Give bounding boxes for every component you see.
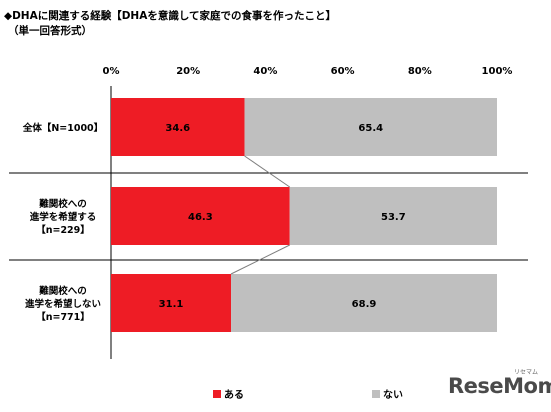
x-tick-label: 20% <box>176 66 200 77</box>
chart-subtitle: （単一回答形式） <box>8 25 92 37</box>
bar-segment <box>111 187 290 245</box>
category-label: 進学を希望する <box>30 211 97 223</box>
legend-swatch <box>372 390 380 398</box>
x-tick-label: 80% <box>408 66 432 77</box>
bar-segment <box>111 98 245 156</box>
chart-title: ◆DHAに関連する経験【DHAを意識して家庭での食事を作ったこと】 <box>4 10 337 22</box>
category-label: 難関校への <box>38 198 87 210</box>
category-label: 進学を希望しない <box>25 298 101 310</box>
x-tick-label: 0% <box>103 66 120 77</box>
data-label: 65.4 <box>358 123 383 134</box>
category-label: 【n=771】 <box>36 311 90 323</box>
legend-swatch <box>213 390 221 398</box>
category-label: 【n=229】 <box>36 224 90 236</box>
data-label: 31.1 <box>159 299 184 310</box>
legend-label: ない <box>383 389 403 401</box>
bar-segment <box>244 98 497 156</box>
x-tick-label: 40% <box>253 66 277 77</box>
data-label: 68.9 <box>352 299 377 310</box>
data-label: 53.7 <box>381 212 406 223</box>
brand-subtext: リセマム <box>514 369 539 376</box>
legend-label: ある <box>224 388 244 401</box>
brand-logo: ReseMom <box>448 374 551 398</box>
series-connector-line <box>230 244 290 275</box>
bar-segment <box>231 274 497 332</box>
data-label: 34.6 <box>165 123 190 134</box>
data-label: 46.3 <box>188 212 213 223</box>
bar-segment <box>289 187 497 245</box>
bar-segment <box>111 274 232 332</box>
series-connector-line <box>244 155 291 188</box>
x-tick-label: 60% <box>331 66 355 77</box>
category-label: 全体【N=1000】 <box>22 122 103 134</box>
category-label: 難関校への <box>38 285 87 297</box>
x-tick-label: 100% <box>482 66 513 77</box>
